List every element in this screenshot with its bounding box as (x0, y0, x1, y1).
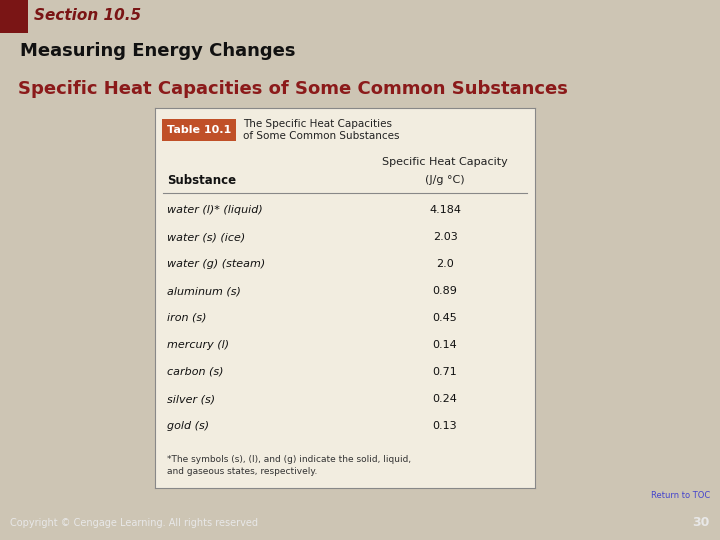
Text: Specific Heat Capacity: Specific Heat Capacity (382, 157, 508, 167)
Text: 0.14: 0.14 (433, 340, 457, 350)
Text: 0.24: 0.24 (433, 394, 457, 404)
Text: water (l)* (liquid): water (l)* (liquid) (167, 205, 263, 215)
Text: 0.13: 0.13 (433, 421, 457, 431)
Text: carbon (s): carbon (s) (167, 367, 223, 377)
Text: 2.0: 2.0 (436, 259, 454, 269)
Text: Return to TOC: Return to TOC (651, 491, 710, 500)
Text: Substance: Substance (167, 173, 236, 186)
Text: 0.45: 0.45 (433, 313, 457, 323)
Text: iron (s): iron (s) (167, 313, 207, 323)
Text: The Specific Heat Capacities: The Specific Heat Capacities (243, 119, 392, 129)
Text: aluminum (s): aluminum (s) (167, 286, 241, 296)
Text: silver (s): silver (s) (167, 394, 215, 404)
Text: Table 10.1: Table 10.1 (167, 125, 231, 135)
Text: 0.71: 0.71 (433, 367, 457, 377)
Text: (J/g °C): (J/g °C) (426, 175, 465, 185)
Text: of Some Common Substances: of Some Common Substances (243, 131, 400, 141)
Text: gold (s): gold (s) (167, 421, 209, 431)
Text: Copyright © Cengage Learning. All rights reserved: Copyright © Cengage Learning. All rights… (10, 518, 258, 528)
Text: mercury (l): mercury (l) (167, 340, 229, 350)
Text: Section 10.5: Section 10.5 (34, 9, 141, 24)
Text: water (s) (ice): water (s) (ice) (167, 232, 246, 242)
Text: 30: 30 (693, 516, 710, 530)
Text: 4.184: 4.184 (429, 205, 461, 215)
Text: Measuring Energy Changes: Measuring Energy Changes (20, 42, 295, 60)
FancyBboxPatch shape (162, 119, 236, 141)
Bar (0, 0, 28, 33)
Text: water (g) (steam): water (g) (steam) (167, 259, 265, 269)
Text: 2.03: 2.03 (433, 232, 457, 242)
Text: and gaseous states, respectively.: and gaseous states, respectively. (167, 468, 318, 476)
Text: *The symbols (s), (l), and (g) indicate the solid, liquid,: *The symbols (s), (l), and (g) indicate … (167, 456, 411, 464)
Text: Specific Heat Capacities of Some Common Substances: Specific Heat Capacities of Some Common … (18, 80, 568, 98)
Text: 0.89: 0.89 (433, 286, 457, 296)
